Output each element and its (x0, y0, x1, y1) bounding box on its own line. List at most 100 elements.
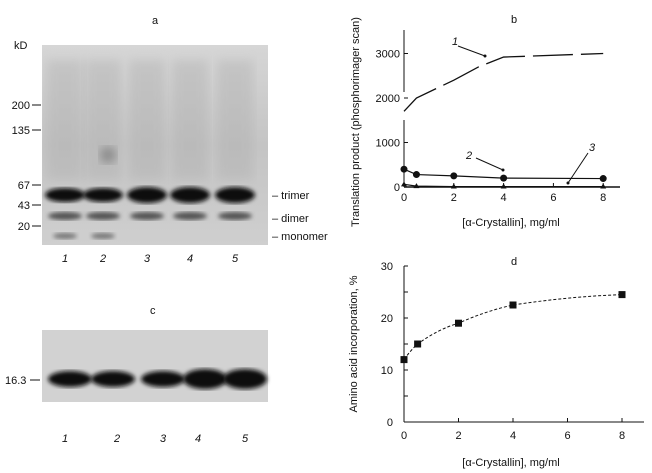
x-tick-label: 2 (455, 430, 461, 442)
lane-number: 3 (144, 253, 151, 265)
gel-spot (100, 147, 116, 163)
x-tick-label: 4 (510, 430, 516, 442)
lane-number: 3 (160, 433, 167, 445)
x-tick-label: 0 (401, 192, 407, 204)
y-axis-label: Translation product (phosphorimager scan… (350, 17, 362, 227)
panel-a-label: a (152, 15, 159, 27)
x-tick-label: 6 (550, 192, 556, 204)
y-tick-label: 0 (387, 417, 393, 429)
series-2-point (500, 174, 508, 182)
y-tick-label: 1000 (376, 138, 400, 150)
band-16-3 (48, 371, 92, 387)
data-point (414, 340, 422, 348)
chart-d: d 0 10 20 30 0 2 4 6 8 [α-Crystallin], mg/ml Amino… (348, 256, 644, 469)
band-label-trimer: – trimer (272, 190, 310, 202)
data-point (400, 356, 408, 364)
monomer-band (91, 233, 115, 239)
x-tick-label: 6 (564, 430, 570, 442)
trimer-band (45, 188, 85, 202)
band-label-monomer: – monomer (272, 231, 328, 243)
lane-number: 5 (232, 253, 239, 265)
trimer-band (170, 187, 210, 203)
lane-number: 1 (62, 253, 68, 265)
band-label-dimer: – dimer (272, 213, 309, 225)
x-tick-label: 2 (451, 192, 457, 204)
data-point (455, 319, 462, 327)
y-tick-label: 0 (394, 182, 400, 194)
arrow-head (483, 54, 487, 58)
x-tick-label: 8 (619, 430, 625, 442)
dimer-band (173, 212, 207, 220)
series-arrow (475, 157, 504, 171)
series-label: 3 (589, 142, 596, 154)
series-3-point (413, 183, 420, 189)
y-axis-label: Amino acid incorporation, % (348, 275, 360, 412)
gel-c-image (42, 330, 268, 402)
x-axis-label: [α-Crystallin], mg/ml (462, 457, 559, 469)
band-16-3 (183, 369, 227, 389)
x-tick-label: 8 (600, 192, 606, 204)
data-point (509, 301, 517, 309)
lane-number: 2 (113, 433, 120, 445)
y-tick-label: 10 (381, 365, 393, 377)
lane-number: 5 (242, 433, 249, 445)
series-1-line (403, 52, 604, 112)
arrow-head (566, 181, 570, 185)
lane-smear (129, 60, 165, 180)
arrow-head (501, 168, 505, 172)
series-2-point (412, 171, 420, 179)
series-3-point (600, 183, 607, 189)
band-16-3 (141, 371, 185, 387)
series-arrow (567, 152, 589, 184)
band-16-3 (223, 369, 267, 389)
y-tick-label: 20 (381, 313, 393, 325)
trimer-band (83, 188, 123, 202)
panel-d-label: d (511, 256, 517, 268)
lane-number: 4 (187, 253, 193, 265)
lane-number: 2 (99, 253, 106, 265)
series-3-point (401, 181, 407, 187)
trimer-band (127, 187, 167, 203)
x-tick-label: 4 (501, 192, 507, 204)
marker-label: 67 (18, 180, 30, 192)
kd-unit-label: kD (14, 40, 28, 52)
y-tick-label: 2000 (376, 93, 400, 105)
marker-16-3: 16.3 (5, 375, 26, 387)
chart-b: b 0 1000 2000 3000 0 2 4 6 8 [α-Crystallin], mg/m… (350, 14, 620, 229)
series-2-point (400, 165, 408, 173)
lane-smear (172, 60, 208, 180)
dimer-band (130, 212, 164, 220)
data-point (618, 291, 626, 299)
series-2-point (450, 172, 458, 180)
y-tick-label: 3000 (376, 49, 400, 61)
series-3-point (500, 183, 507, 189)
marker-label: 43 (18, 200, 30, 212)
series-label: 1 (452, 36, 458, 48)
lane-number: 4 (195, 433, 201, 445)
marker-label: 200 (12, 100, 30, 112)
series-arrow (457, 45, 486, 57)
monomer-band (53, 233, 77, 239)
x-tick-label: 0 (401, 430, 407, 442)
dimer-band (86, 212, 120, 220)
lane-number: 1 (62, 433, 68, 445)
series-2-point (599, 175, 607, 183)
marker-label: 20 (18, 221, 30, 233)
panel-c: c 16.3 1 2 3 4 5 (5, 305, 268, 445)
panel-b-label: b (511, 14, 517, 26)
trimer-band (215, 187, 255, 203)
dimer-band (218, 212, 252, 220)
panel-c-label: c (150, 305, 156, 317)
lane-smear (85, 60, 121, 180)
dimer-band (48, 212, 82, 220)
y-tick-label: 30 (381, 261, 393, 273)
x-axis-label: [α-Crystallin], mg/ml (462, 217, 559, 229)
marker-label: 135 (12, 125, 30, 137)
lane-smear (217, 60, 253, 180)
lane-smear (47, 60, 83, 180)
series-label: 2 (465, 150, 472, 162)
series-3-point (450, 183, 457, 189)
